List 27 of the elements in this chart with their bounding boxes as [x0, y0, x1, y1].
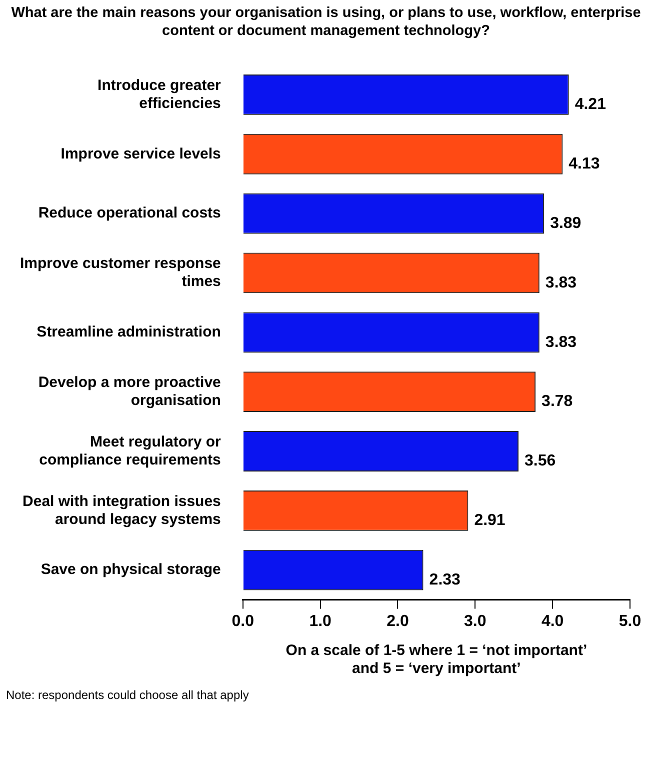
- y-tick-label: Streamline administration: [36, 324, 221, 341]
- x-tick-label: 0.0: [232, 612, 254, 630]
- text: Note: respondents could choose all that apply: [6, 688, 249, 702]
- data-label: 3.78: [542, 393, 573, 410]
- chart-title: What are the main reasons your organisation is using, or plans to use, workflow, enterprise content or document management technology?: [10, 4, 642, 40]
- data-label: 3.56: [524, 452, 556, 470]
- data-label: 3.83: [545, 274, 577, 292]
- data-label: 3.89: [550, 214, 582, 232]
- y-tick-label: Develop a more proactive organisation: [38, 374, 221, 409]
- x-tick-label: 2.0: [386, 612, 409, 630]
- data-label: 2.91: [474, 512, 506, 530]
- y-tick-label: Improve customer response times: [20, 255, 221, 290]
- x-tick-label: 5.0: [618, 612, 642, 630]
- x-axis-title: On a scale of 1-5 where 1 = ‘not important’ and 5 = ‘very important’: [286, 642, 588, 678]
- y-tick-label: Reduce operational costs: [38, 204, 221, 222]
- data-label: 4.21: [574, 96, 606, 114]
- y-tick-label: Improve service levels: [60, 145, 221, 162]
- y-tick-label: Save on physical storage: [40, 561, 221, 578]
- data-label: 2.33: [429, 571, 461, 588]
- data-label: 4.13: [568, 156, 600, 173]
- y-tick-label: Deal with integration issues around legacy systems: [22, 492, 221, 528]
- y-tick-label: Introduce greater efficiencies: [98, 76, 222, 112]
- y-tick-label: Meet regulatory or compliance requirements: [39, 433, 222, 468]
- x-tick-label: 4.0: [541, 612, 564, 630]
- x-tick-label: 3.0: [464, 612, 486, 630]
- data-label: 3.83: [545, 334, 577, 351]
- x-tick-label: 1.0: [309, 612, 332, 630]
